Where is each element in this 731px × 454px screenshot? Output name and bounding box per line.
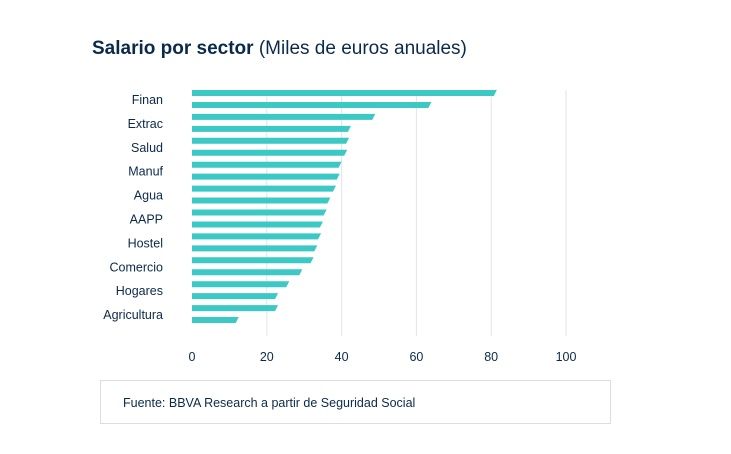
bar-20: [192, 317, 239, 324]
bar-1: [192, 90, 497, 96]
bar-14: [192, 245, 318, 252]
x-tick-label-60: 60: [409, 350, 423, 364]
bar-16: [192, 269, 303, 276]
category-label-aapp: AAPP: [130, 212, 163, 226]
bar-2: [192, 101, 432, 108]
category-label-comercio: Comercio: [110, 260, 164, 274]
bar-7: [192, 161, 342, 168]
chart-title-main: Salario por sector: [92, 38, 254, 59]
category-label-extrac: Extrac: [128, 117, 163, 131]
category-label-agricultura: Agricultura: [103, 308, 163, 322]
bar-17: [192, 281, 290, 288]
bar-11: [192, 209, 327, 216]
bar-4: [192, 125, 351, 132]
bar-19: [192, 305, 279, 312]
x-tick-label-0: 0: [189, 350, 196, 364]
source-text: Fuente: BBVA Research a partir de Seguri…: [123, 396, 416, 410]
bar-10: [192, 197, 331, 204]
bar-8: [192, 173, 340, 180]
category-label-manuf: Manuf: [128, 165, 163, 179]
category-label-hostel: Hostel: [128, 236, 163, 250]
x-tick-label-40: 40: [335, 350, 349, 364]
category-label-finan: Finan: [132, 93, 163, 107]
x-tick-label-100: 100: [556, 350, 577, 364]
bar-15: [192, 257, 314, 264]
category-label-agua: Agua: [134, 189, 163, 203]
source-box: Fuente: BBVA Research a partir de Seguri…: [100, 380, 611, 424]
category-label-hogares: Hogares: [116, 284, 163, 298]
bar-5: [192, 137, 350, 144]
category-label-salud: Salud: [131, 141, 163, 155]
bar-6: [192, 149, 348, 156]
chart-title-unit: (Miles de euros anuales): [258, 38, 467, 59]
bar-13: [192, 233, 322, 240]
bar-3: [192, 113, 376, 120]
bar-9: [192, 185, 336, 192]
x-tick-label-80: 80: [484, 350, 498, 364]
bar-12: [192, 221, 323, 228]
x-tick-label-20: 20: [260, 350, 274, 364]
chart-title: Salario por sector (Miles de euros anual…: [92, 38, 467, 60]
bar-18: [192, 293, 279, 300]
